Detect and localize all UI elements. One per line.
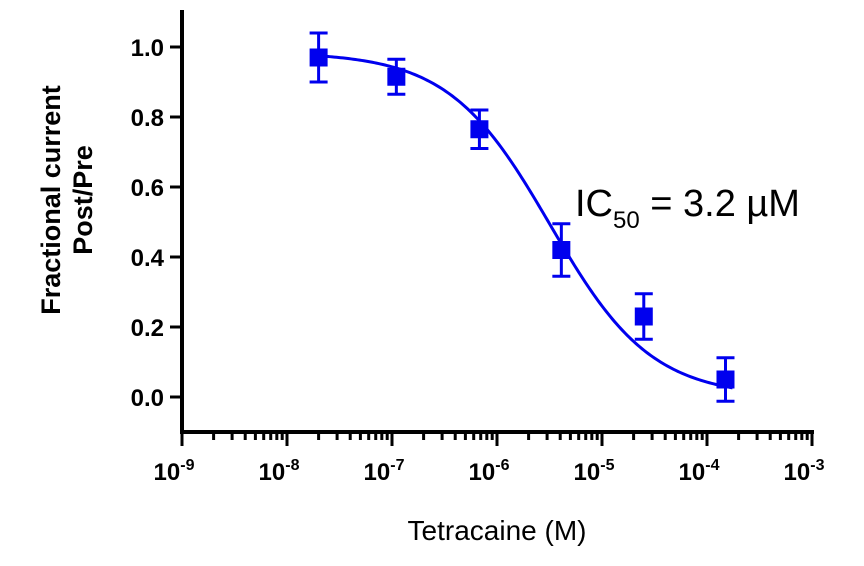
square-marker bbox=[716, 370, 735, 389]
x-tick-label: 10-6 bbox=[469, 457, 510, 486]
square-marker bbox=[387, 67, 406, 86]
x-tick-label: 10-4 bbox=[679, 457, 720, 486]
y-axis-ticks: 0.0 0.2 0.4 0.6 0.8 1.0 bbox=[131, 35, 182, 412]
data-point bbox=[470, 108, 489, 150]
x-axis-ticks: 10-9 10-8 10-7 10-6 10-5 10-4 10-3 bbox=[154, 432, 825, 486]
y-tick-label: 0.4 bbox=[131, 245, 165, 272]
x-tick-label: 10-7 bbox=[364, 457, 405, 486]
ic50-prefix: IC bbox=[575, 183, 613, 225]
x-tick-label: 10-9 bbox=[154, 457, 195, 486]
square-marker bbox=[634, 307, 653, 326]
y-tick-label: 1.0 bbox=[131, 35, 164, 62]
data-point bbox=[309, 31, 328, 84]
y-tick-label: 0.0 bbox=[131, 385, 164, 412]
x-axis-title: Tetracaine (M) bbox=[408, 515, 587, 546]
y-tick-label: 0.6 bbox=[131, 175, 164, 202]
y-tick-label: 0.2 bbox=[131, 315, 164, 342]
data-point bbox=[716, 356, 735, 403]
ic50-suffix: = 3.2 µM bbox=[640, 183, 800, 225]
y-axis-title-line-1: Fractional current bbox=[36, 85, 66, 315]
square-marker bbox=[309, 48, 328, 67]
data-points bbox=[309, 31, 735, 403]
square-marker bbox=[552, 241, 571, 259]
data-point bbox=[552, 222, 571, 278]
data-point bbox=[634, 292, 653, 341]
y-axis-title-line-2: Post/Pre bbox=[68, 145, 98, 255]
x-tick-label: 10-8 bbox=[259, 457, 300, 486]
data-point bbox=[387, 57, 406, 96]
y-tick-label: 0.8 bbox=[131, 105, 164, 132]
ic50-annotation: IC50 = 3.2 µM bbox=[575, 183, 800, 234]
x-tick-label: 10-5 bbox=[574, 457, 615, 486]
ic50-subscript: 50 bbox=[613, 207, 640, 234]
fit-curve bbox=[311, 53, 733, 390]
y-axis-title: Fractional current Post/Pre bbox=[36, 85, 98, 315]
x-tick-label: 10-3 bbox=[784, 457, 825, 486]
square-marker bbox=[470, 120, 489, 139]
